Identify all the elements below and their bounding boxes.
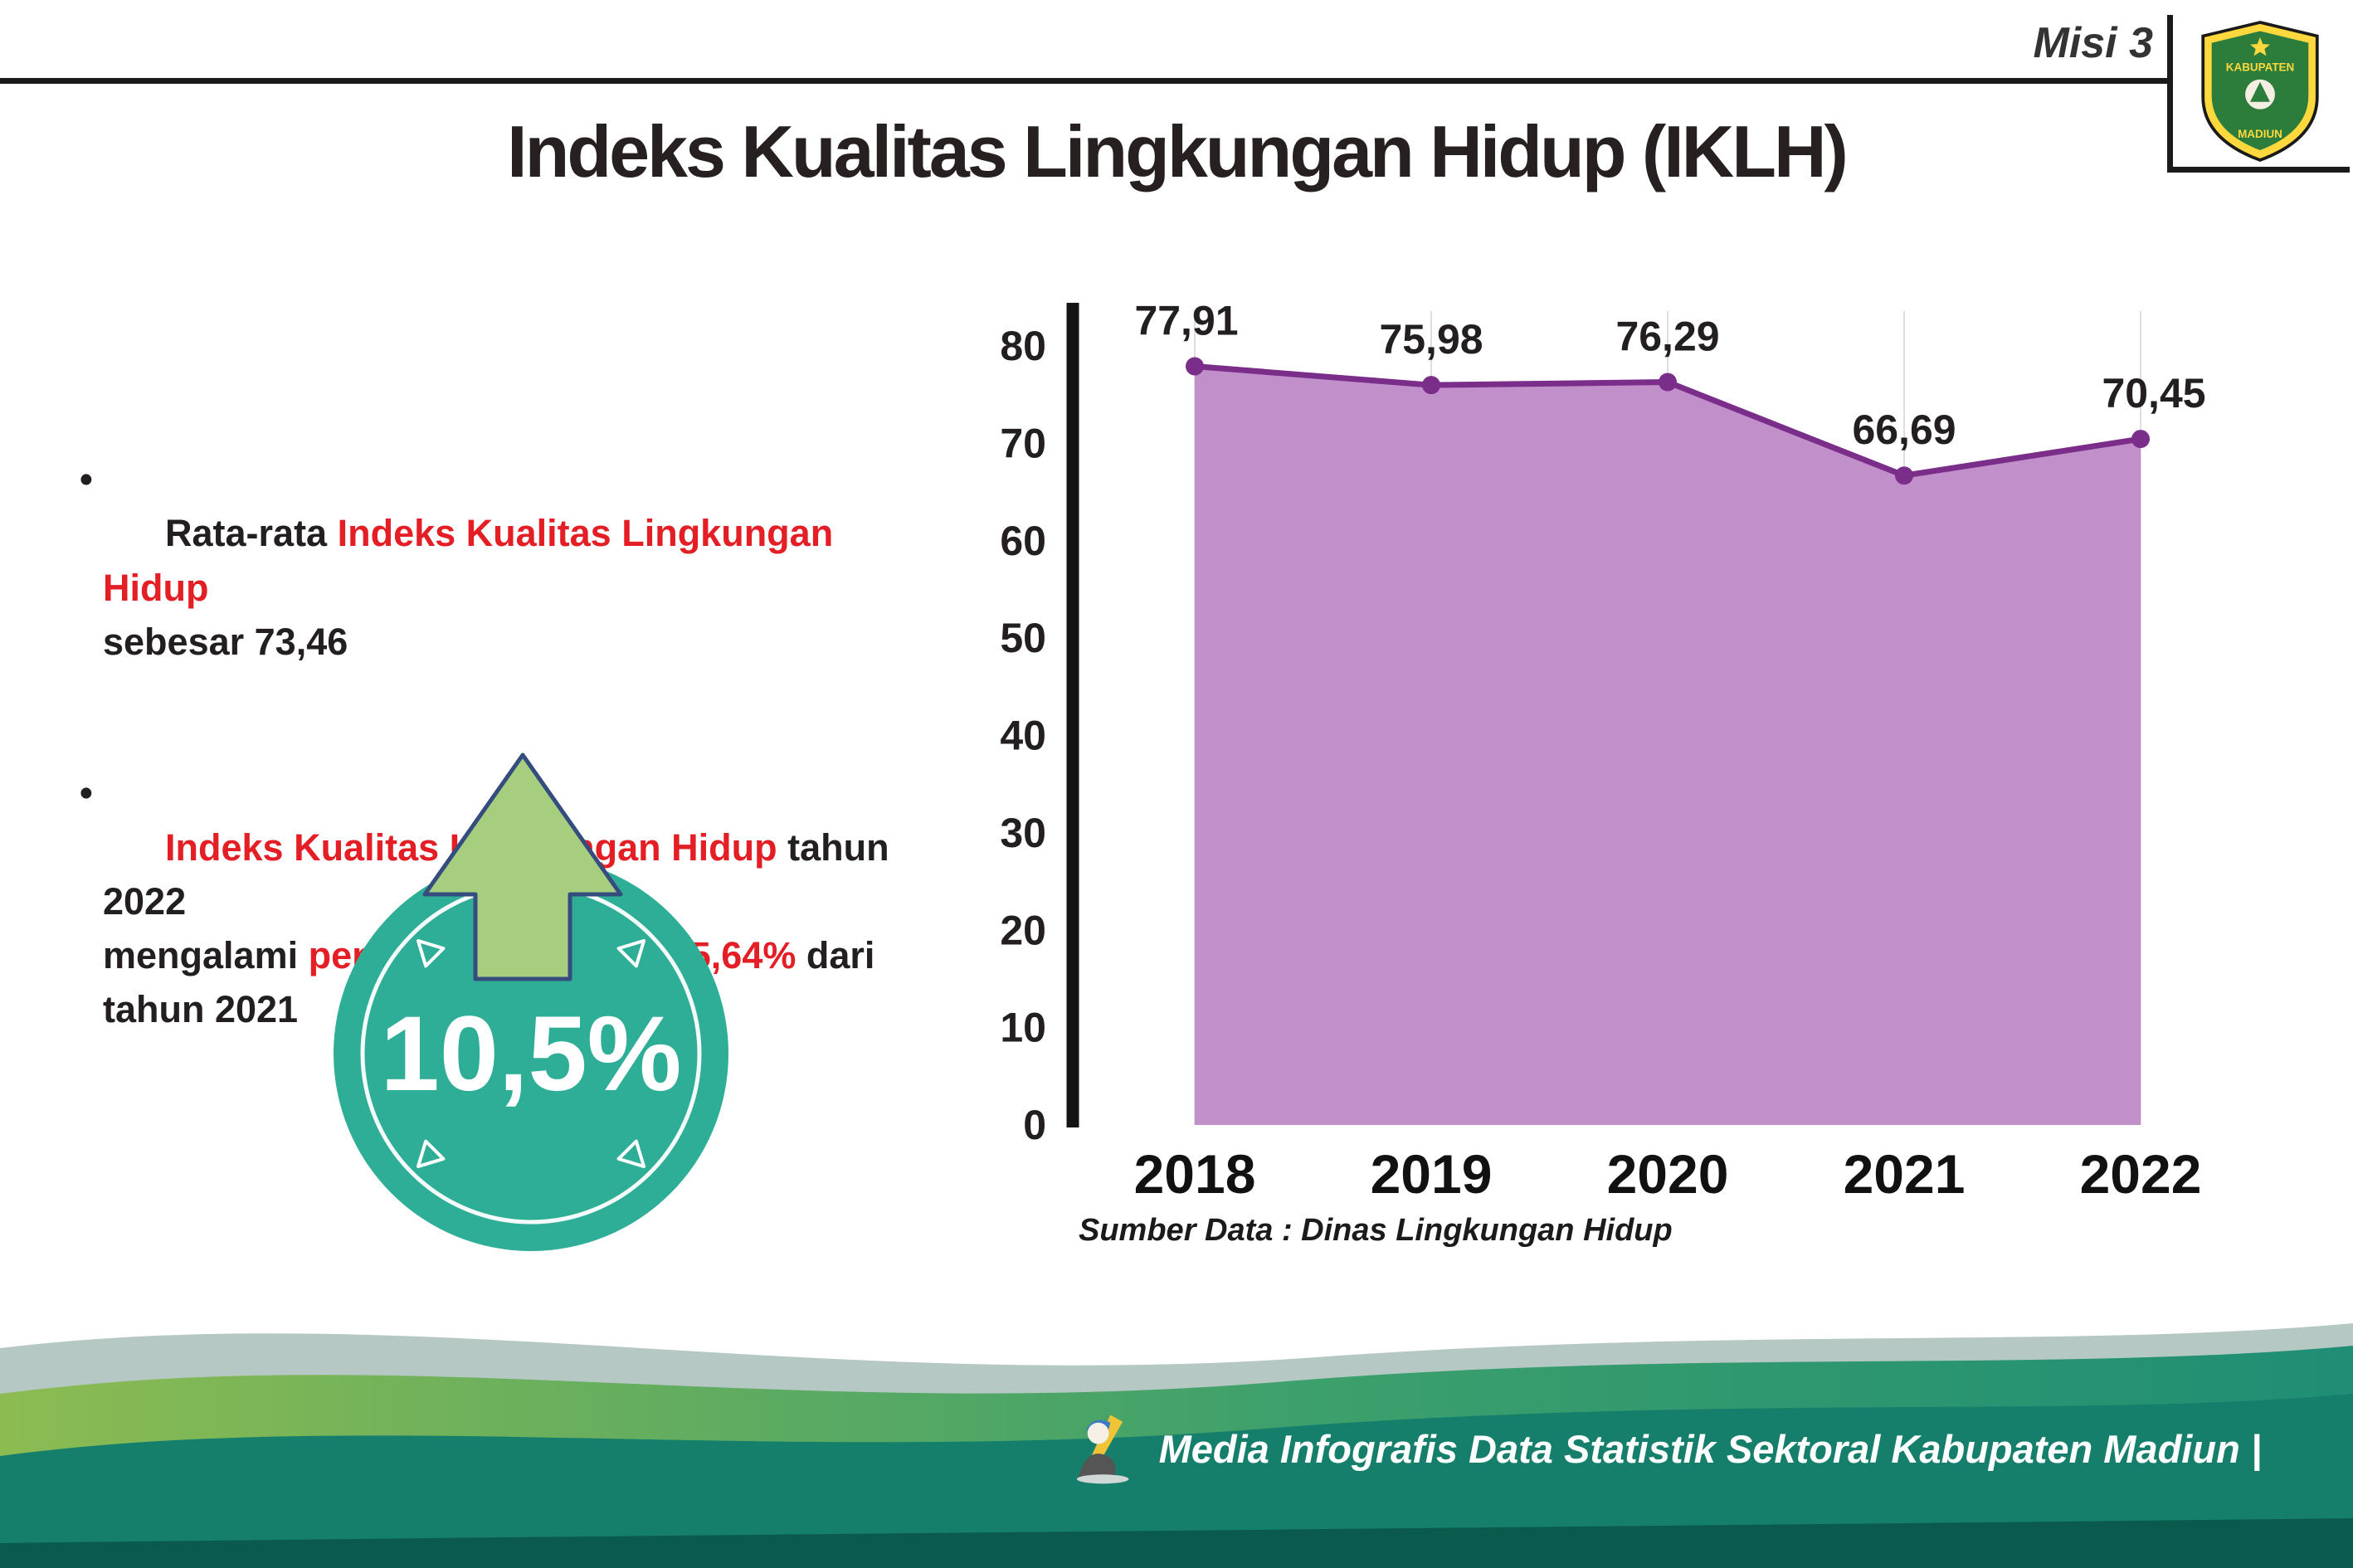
logo-frame-horizontal xyxy=(2167,167,2350,173)
logo-text-top: KABUPATEN xyxy=(2226,61,2294,73)
bullet-marker: • xyxy=(80,458,93,500)
svg-text:2020: 2020 xyxy=(1607,1143,1729,1205)
wave-teal xyxy=(0,1394,2353,1568)
misi-label: Misi 3 xyxy=(2033,19,2154,67)
plain-text: Rata-rata xyxy=(165,512,338,555)
plain-text: dari tahun 2021 xyxy=(103,934,875,1031)
svg-text:2022: 2022 xyxy=(2080,1143,2202,1205)
increase-badge: 10,5% xyxy=(334,752,728,1251)
svg-text:2018: 2018 xyxy=(1134,1143,1256,1205)
iklh-area-chart: 77,91 75,98 76,29 66,69 70,45 0 10 20 30 40 50 60 70… xyxy=(1000,298,2205,1205)
svg-text:60: 60 xyxy=(1000,518,1046,564)
svg-text:76,29: 76,29 xyxy=(1615,314,1719,360)
footer-waves xyxy=(0,1323,2353,1568)
logo-star-icon xyxy=(2250,37,2270,56)
chart-value-labels: 77,91 75,98 76,29 66,69 70,45 xyxy=(1134,298,2205,454)
wave-bottom xyxy=(0,1518,2353,1568)
y-axis-tick-labels: 0 10 20 30 40 50 60 70 80 xyxy=(1000,323,1046,1148)
svg-text:2021: 2021 xyxy=(1844,1143,1966,1205)
badge-value: 10,5% xyxy=(381,995,682,1113)
svg-text:50: 50 xyxy=(1000,615,1046,661)
page-title: Indeks Kualitas Lingkungan Hidup (IKLH) xyxy=(507,110,1849,192)
bullet-marker: • xyxy=(80,772,93,815)
plain-text: tahun 2022 mengalami xyxy=(103,825,889,977)
plain-text: sebesar 73,46 xyxy=(103,620,348,663)
chart-source: Sumber Data : Dinas Lingkungan Hidup xyxy=(1079,1213,1673,1248)
svg-text:20: 20 xyxy=(1000,907,1046,953)
ring-triangle-marks-icon xyxy=(416,938,646,1169)
svg-text:70: 70 xyxy=(1000,420,1046,466)
svg-text:2019: 2019 xyxy=(1371,1143,1493,1205)
writer-mascot-icon xyxy=(1076,1415,1129,1484)
up-arrow-icon xyxy=(422,752,623,981)
x-axis-labels: 2018 2019 2020 2021 2022 xyxy=(1134,1143,2202,1205)
credit-text: Media Infografis Data Statistik Sektoral… xyxy=(1158,1426,2262,1471)
svg-text:66,69: 66,69 xyxy=(1852,407,1956,453)
logo-text-bottom: MADIUN xyxy=(2238,128,2282,140)
svg-text:80: 80 xyxy=(1000,323,1046,369)
svg-text:75,98: 75,98 xyxy=(1379,316,1483,363)
svg-text:40: 40 xyxy=(1000,713,1046,759)
chart-area xyxy=(1195,366,2141,1125)
svg-text:77,91: 77,91 xyxy=(1134,298,1238,344)
highlight-text: Indeks Kualitas Lingkungan Hidup xyxy=(103,512,844,609)
badge-circle xyxy=(334,856,728,1251)
footer-credit: Media Infografis Data Statistik Sektoral… xyxy=(1066,1410,2262,1487)
header-rule xyxy=(0,78,2167,84)
bullet-text: Rata-rata Indeks Kualitas Lingkungan Hid… xyxy=(103,512,844,663)
svg-text:0: 0 xyxy=(1023,1102,1046,1148)
chart-data-points xyxy=(1186,357,2150,485)
bullet-item-average: • Rata-rata Indeks Kualitas Lingkungan Hi… xyxy=(80,452,934,723)
svg-text:70,45: 70,45 xyxy=(2102,370,2205,416)
logo-frame-vertical xyxy=(2167,15,2173,173)
kabupaten-madiun-logo: KABUPATEN MADIUN xyxy=(2201,21,2319,163)
svg-text:10: 10 xyxy=(1000,1005,1046,1051)
highlight-text: Indeks Kualitas Lingkungan Hidup xyxy=(165,825,777,869)
logo-mountain-icon xyxy=(2250,81,2270,102)
svg-text:30: 30 xyxy=(1000,810,1046,856)
